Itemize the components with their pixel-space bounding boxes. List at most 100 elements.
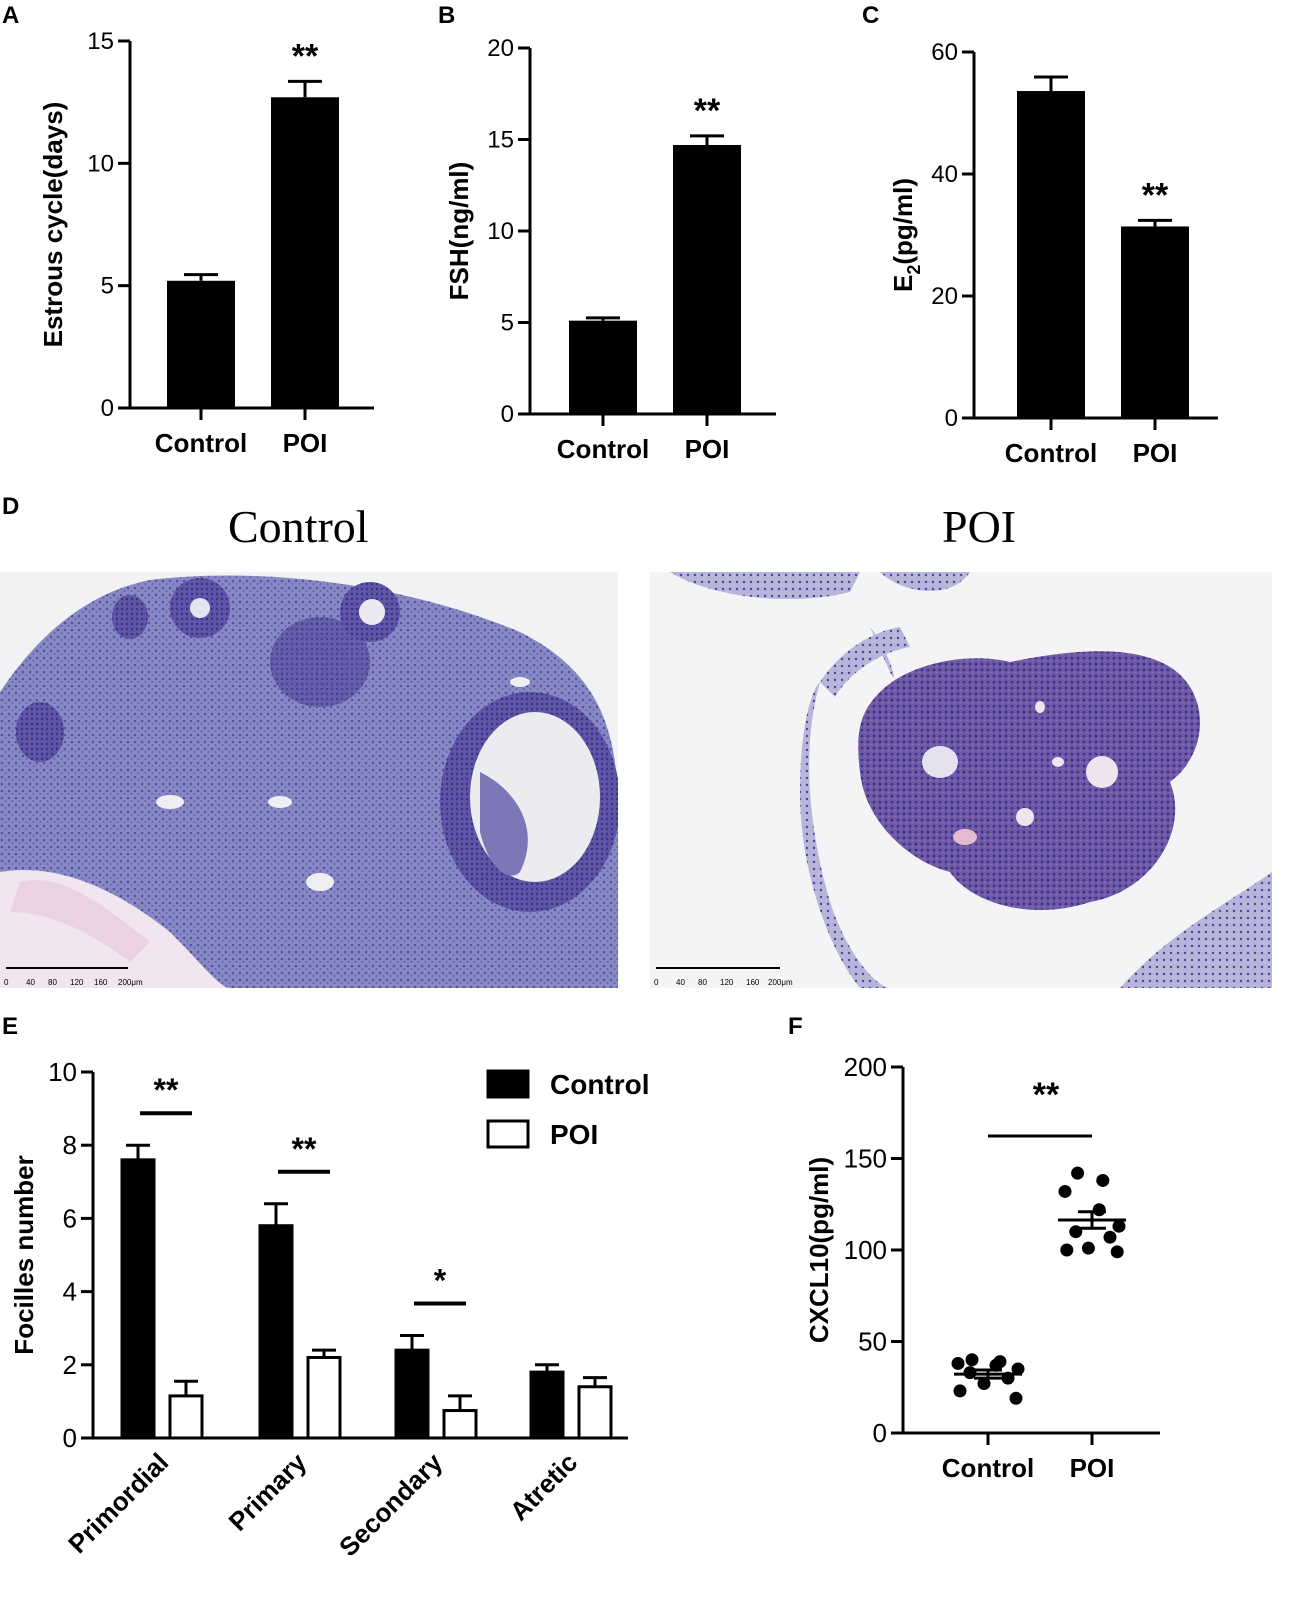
y-label-main: E	[888, 275, 918, 292]
panel-label-a: A	[2, 2, 20, 29]
y-axis-label: FSH(ng/ml)	[444, 162, 474, 301]
bar-poi-secondary	[442, 1409, 478, 1440]
chart-a: 0 5 10 15 Control POI ** Estrous cycle(days)	[38, 28, 374, 458]
bar-control-secondary	[394, 1348, 430, 1440]
chart-b: 0 5 10 15 20 Control POI ** FSH(ng/ml)	[444, 35, 776, 464]
bar-poi-atretic	[577, 1385, 613, 1440]
bar-poi	[1121, 226, 1189, 418]
legend-label-control: Control	[550, 1069, 650, 1100]
legend-swatch-control	[486, 1069, 530, 1099]
y-tick-label: 20	[931, 283, 958, 310]
y-tick-label: 0	[501, 401, 514, 428]
data-point-control	[953, 1384, 967, 1398]
y-tick-label: 15	[487, 127, 514, 154]
y-tick-label: 50	[858, 1327, 887, 1357]
svg-text:120: 120	[720, 978, 734, 987]
chart-c: 0 20 40 60 Control POI ** E2(pg/ml)	[888, 39, 1218, 468]
y-tick-label: 100	[844, 1235, 887, 1265]
histology-image-poi: 0 40 80 120 160 200μm	[650, 572, 1272, 988]
data-point-poi	[1081, 1241, 1095, 1255]
data-point-poi	[1103, 1230, 1117, 1244]
scale-bar-ticks-control: 0 40 80 120 160 200μm	[4, 978, 143, 987]
y-label-subscript: 2	[904, 265, 924, 275]
svg-text:160: 160	[94, 978, 108, 987]
y-label-units: (pg/ml)	[888, 178, 918, 265]
panel-label-b: B	[438, 2, 456, 29]
y-axis-label: Focilles number	[9, 1155, 39, 1354]
y-axis-label: E2(pg/ml)	[888, 178, 924, 292]
data-point-control	[951, 1356, 965, 1370]
y-tick-label: 0	[873, 1418, 887, 1448]
x-tick-label: POI	[685, 434, 730, 464]
histology-image-control: 0 40 80 120 160 200μm	[0, 572, 618, 988]
y-tick-label: 0	[101, 395, 114, 422]
y-tick-label: 40	[931, 161, 958, 188]
svg-text:80: 80	[48, 978, 57, 987]
y-tick-label: 5	[101, 273, 114, 300]
y-tick-label: 10	[487, 218, 514, 245]
chart-f: 0 50 100 150 200 Control POI ** CXCL10(pg/ml)	[804, 1052, 1160, 1483]
bar-control-primordial	[120, 1158, 156, 1440]
y-tick-label: 200	[844, 1052, 887, 1082]
y-tick-label: 150	[844, 1144, 887, 1174]
panel-label-d: D	[2, 493, 20, 520]
data-point-control	[977, 1377, 991, 1391]
svg-text:40: 40	[26, 978, 35, 987]
x-tick-label: Control	[557, 434, 649, 464]
data-point-control	[1011, 1362, 1025, 1376]
bar-control	[167, 280, 235, 408]
bar-control-primary	[258, 1224, 294, 1440]
y-tick-label: 60	[931, 39, 958, 66]
x-tick-label: Secondary	[333, 1447, 449, 1563]
x-tick-label: Atretic	[504, 1447, 583, 1526]
bar-control	[569, 320, 637, 414]
data-point-control	[989, 1358, 1003, 1372]
legend-label-poi: POI	[550, 1119, 598, 1150]
bar-control	[1017, 91, 1085, 418]
svg-text:200μm: 200μm	[118, 978, 143, 987]
panel-label-c: C	[862, 2, 880, 29]
y-tick-label: 20	[487, 35, 514, 62]
x-tick-label: Primary	[223, 1447, 313, 1537]
bar-control-atretic	[529, 1370, 565, 1440]
significance-marker: **	[694, 92, 721, 130]
data-point-poi	[1071, 1166, 1085, 1180]
histology-title-poi: POI	[942, 501, 1017, 552]
data-point-poi	[1112, 1219, 1126, 1233]
scale-bar-ticks-poi: 0 40 80 120 160 200μm	[654, 978, 793, 987]
svg-text:80: 80	[698, 978, 707, 987]
svg-text:120: 120	[70, 978, 84, 987]
y-axis-label: CXCL10(pg/ml)	[804, 1157, 834, 1343]
y-tick-label: 5	[501, 310, 514, 337]
y-tick-label: 0	[63, 1423, 77, 1453]
svg-text:200μm: 200μm	[768, 978, 793, 987]
panel-label-e: E	[2, 1013, 19, 1040]
significance-marker: **	[1033, 1076, 1060, 1114]
bar-poi	[271, 97, 339, 409]
data-point-poi	[1110, 1245, 1124, 1259]
bar-poi-primordial	[168, 1394, 204, 1440]
bar-poi-primary	[306, 1355, 342, 1440]
y-tick-label: 2	[63, 1350, 77, 1380]
chart-e: 0 2 4 6 8 10 Primordial Primary Secondary Atretic…	[9, 1057, 650, 1562]
significance-marker: **	[292, 37, 319, 75]
data-point-poi	[1096, 1173, 1110, 1187]
x-tick-label: POI	[283, 428, 328, 458]
data-point-poi	[1092, 1203, 1106, 1217]
legend-swatch-poi	[486, 1119, 530, 1149]
data-point-control	[1009, 1391, 1023, 1405]
data-point-poi	[1058, 1184, 1072, 1198]
x-tick-label: Control	[1005, 438, 1097, 468]
y-tick-label: 8	[63, 1130, 77, 1160]
histology-title-control: Control	[228, 501, 369, 552]
significance-marker: **	[292, 1131, 317, 1167]
bar-poi	[673, 144, 741, 415]
y-tick-label: 4	[63, 1277, 77, 1307]
panel-label-f: F	[788, 1013, 803, 1040]
x-tick-label: POI	[1070, 1453, 1115, 1483]
y-tick-label: 10	[48, 1057, 77, 1087]
data-point-control	[965, 1353, 979, 1367]
y-tick-label: 0	[945, 405, 958, 432]
y-axis-label: Estrous cycle(days)	[38, 102, 68, 348]
